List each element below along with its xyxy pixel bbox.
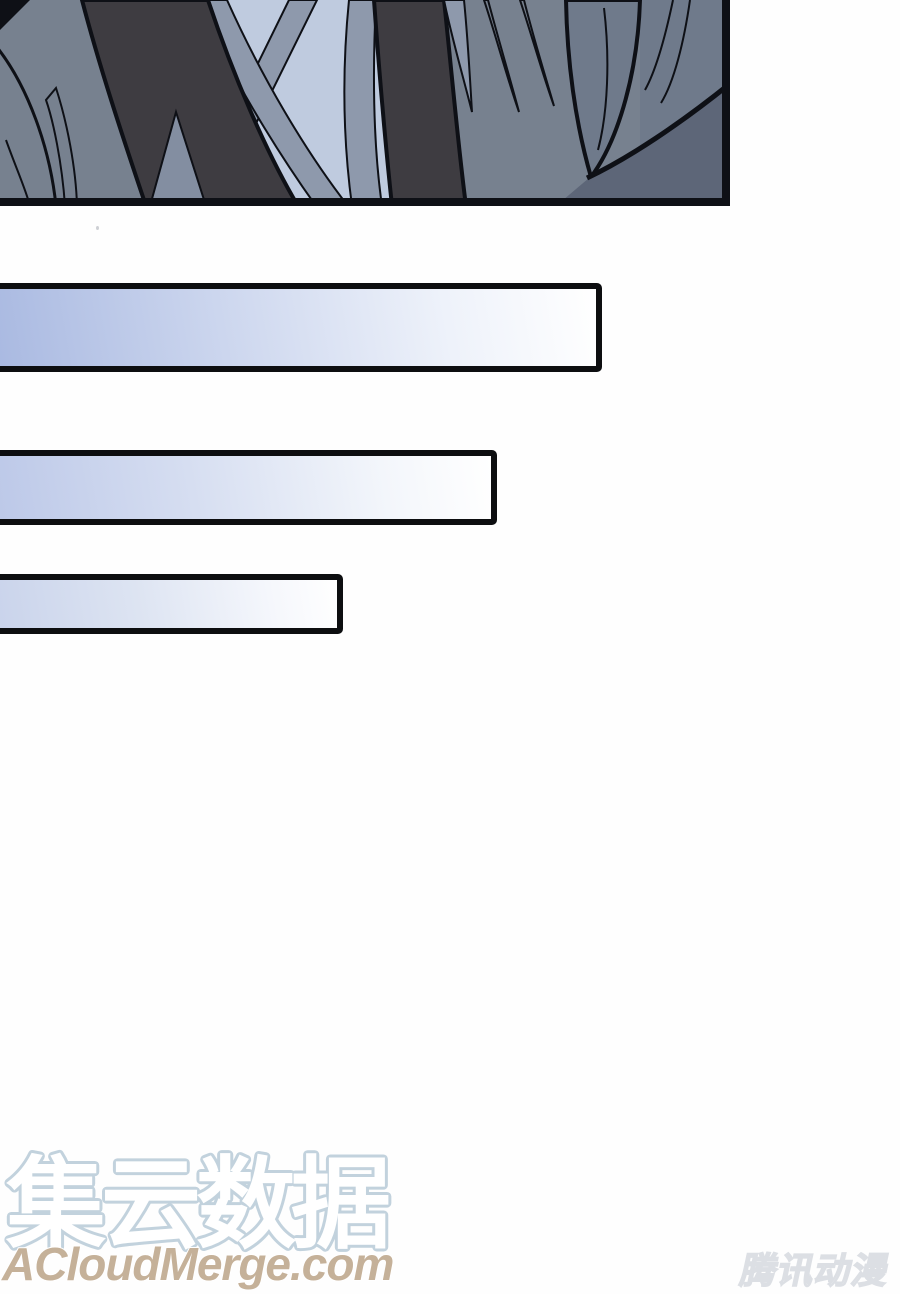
dark-sash-right <box>371 0 469 206</box>
seam-line <box>585 80 730 181</box>
shadow-region <box>556 86 730 206</box>
collar-bands <box>195 0 384 206</box>
publisher-logo: 腾讯动漫 <box>736 1249 894 1292</box>
dust-speck <box>96 226 99 230</box>
speech-bar-3 <box>0 574 343 634</box>
watermark: 集云数据 ACloudMerge.com <box>0 1143 397 1291</box>
panel-border-bottom <box>0 198 730 206</box>
speech-bar-1 <box>0 283 602 372</box>
comic-panel-artwork <box>0 0 730 206</box>
sleeve-slivers <box>482 0 555 113</box>
panel-border-right <box>722 0 730 206</box>
fabric-lines-right <box>644 0 691 104</box>
robe-fold-wedge <box>148 108 208 206</box>
collar-band-right <box>442 0 473 113</box>
speech-bar-2 <box>0 450 497 525</box>
corner-shade <box>0 0 30 30</box>
watermark-brand-text: 集云数据 <box>5 1146 389 1263</box>
watermark-url-text: ACloudMerge.com <box>1 1238 393 1290</box>
comic-panel <box>0 0 730 206</box>
